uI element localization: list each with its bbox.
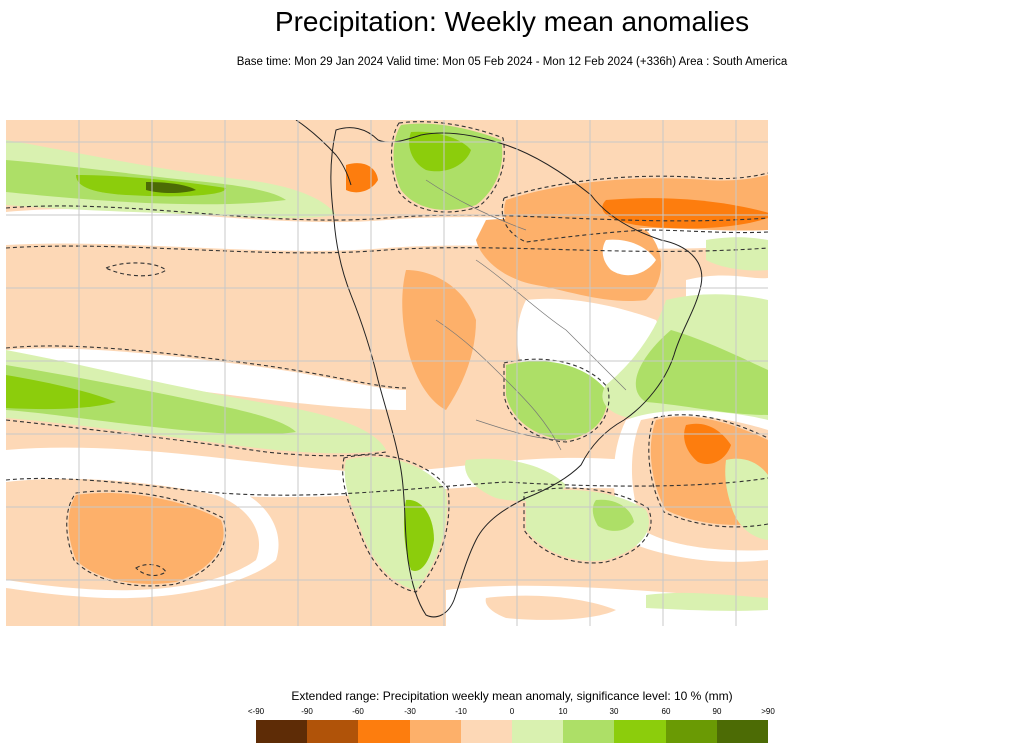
legend-tick: 0 (509, 707, 515, 716)
legend-tick: -10 (455, 707, 467, 716)
significance-contour (501, 172, 768, 243)
significance-contour (6, 345, 407, 389)
neutral-band (602, 239, 656, 276)
positive-anomaly-zone (592, 499, 634, 531)
legend-tick: -60 (352, 707, 364, 716)
negative-anomaly-zone (346, 163, 378, 193)
significance-contour (6, 419, 387, 457)
neutral-band (6, 348, 406, 410)
significance-contour (6, 245, 768, 254)
positive-anomaly-zone (506, 361, 607, 440)
legend-tick: 30 (609, 707, 619, 716)
legend-tick: <-90 (247, 707, 265, 716)
legend-swatch-9 (716, 720, 769, 743)
significance-contour (503, 358, 610, 443)
significance-contour (342, 454, 450, 593)
legend-tick: 90 (712, 707, 722, 716)
country-borders (425, 179, 627, 451)
legend-tick: -90 (301, 707, 313, 716)
legend-swatch-5 (512, 720, 564, 743)
anomaly-map (6, 120, 768, 626)
map-subtitle: Base time: Mon 29 Jan 2024 Valid time: M… (236, 56, 788, 68)
legend-ticks: <-90 -90 -60 -30 -10 0 10 30 60 90 >90 (248, 707, 775, 719)
legend-title: Extended range: Precipitation weekly mea… (291, 689, 733, 703)
significance-contour (6, 477, 768, 496)
legend-swatch-1 (307, 720, 359, 743)
negative-anomaly-zone (68, 492, 224, 584)
positive-anomaly-zone (403, 499, 434, 571)
legend-swatch-7 (614, 720, 666, 743)
legend-tick: 10 (558, 707, 568, 716)
graticule-lines (6, 120, 768, 626)
significance-contour (6, 205, 768, 222)
legend-tick: -30 (404, 707, 416, 716)
significance-contour (391, 121, 505, 213)
map-title: Precipitation: Weekly mean anomalies (274, 6, 750, 37)
central-america-coastline (295, 120, 352, 186)
legend-color-bar (256, 720, 769, 743)
positive-anomaly-zone (465, 458, 566, 502)
significance-contour (523, 487, 652, 564)
positive-anomaly-zone (706, 237, 768, 271)
positive-anomaly-zone (646, 592, 768, 611)
negative-anomaly-zone (476, 218, 661, 302)
legend-swatch-2 (358, 720, 410, 743)
legend-swatch-6 (563, 720, 615, 743)
negative-anomaly-zone (402, 270, 476, 410)
significance-contour (648, 414, 768, 528)
legend-swatch-0 (256, 720, 308, 743)
legend-tick: 60 (661, 707, 671, 716)
legend-swatch-3 (409, 720, 461, 743)
positive-anomaly-zone (635, 330, 768, 415)
legend-tick: >90 (761, 707, 775, 716)
legend-swatch-8 (665, 720, 717, 743)
positive-anomaly-zone (6, 375, 116, 410)
significance-contour (135, 563, 167, 577)
negative-anomaly-zone (485, 595, 616, 620)
legend-swatch-4 (460, 720, 513, 743)
positive-anomaly-zone (146, 182, 196, 193)
south-america-coastline (330, 127, 703, 618)
